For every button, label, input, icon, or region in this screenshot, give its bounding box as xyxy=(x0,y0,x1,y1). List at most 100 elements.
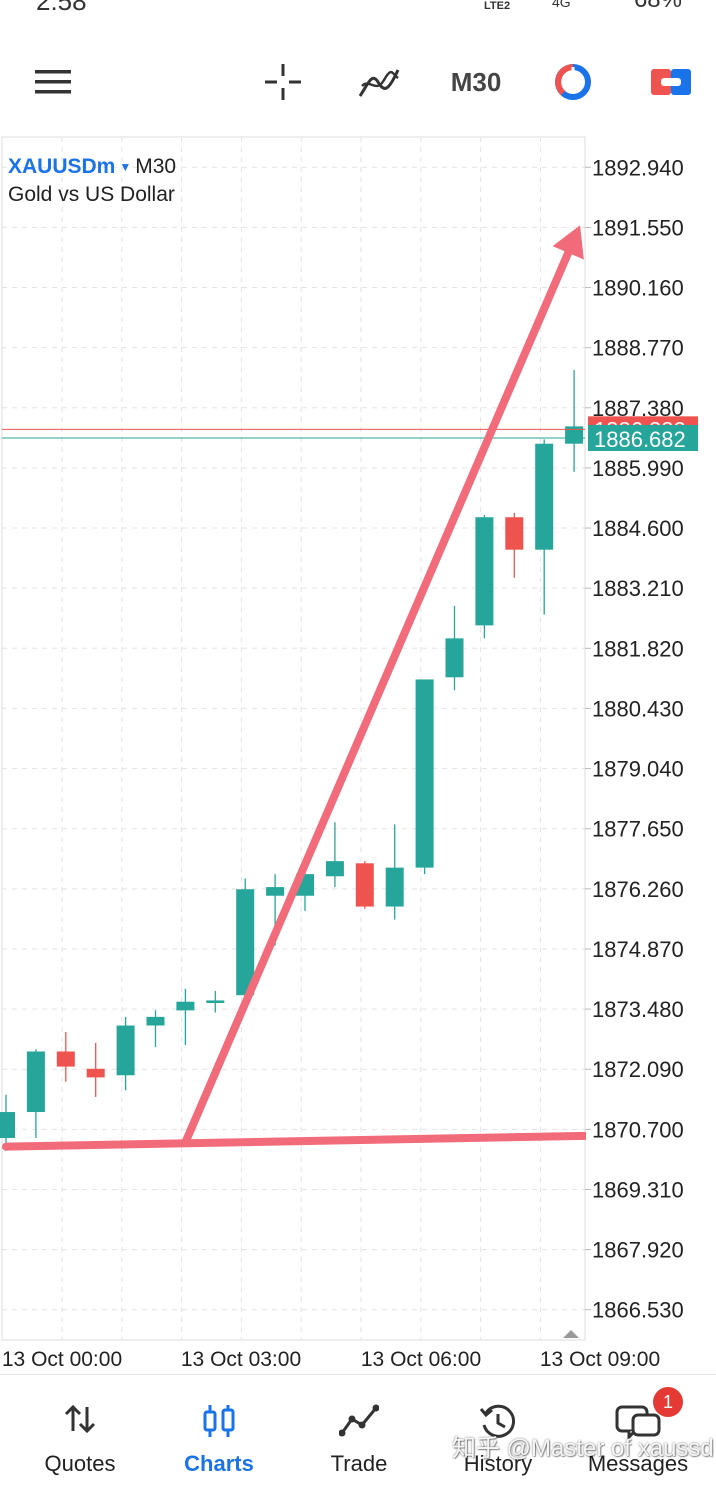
candle xyxy=(86,1042,105,1097)
candle-body xyxy=(385,867,404,907)
price-tick-label: 1883.210 xyxy=(592,576,684,601)
candle xyxy=(236,878,255,998)
scroll-end-icon xyxy=(563,1330,579,1338)
trade-icon xyxy=(339,1404,379,1437)
candle xyxy=(56,1032,75,1082)
chart-type-icon xyxy=(555,64,591,100)
status-time: 2:58 xyxy=(36,0,87,16)
price-tick-label: 1880.430 xyxy=(592,696,684,721)
price-tick-label: 1892.940 xyxy=(592,155,684,180)
trade-toggle-button[interactable] xyxy=(644,40,698,124)
price-chart[interactable]: 1892.9401891.5501890.1601888.7701887.380… xyxy=(0,130,716,1374)
candle xyxy=(415,679,434,875)
messages-badge: 1 xyxy=(653,1387,683,1417)
battery-level: 68% xyxy=(634,0,682,14)
symbol-name[interactable]: XAUUSDm xyxy=(8,155,116,178)
candle xyxy=(325,822,344,888)
candle-body xyxy=(0,1112,15,1138)
candle-body xyxy=(56,1051,75,1067)
price-axis: 1892.9401891.5501890.1601888.7701887.380… xyxy=(585,130,716,1340)
time-tick-label: 13 Oct 09:00 xyxy=(540,1348,660,1371)
quotes-icon xyxy=(64,1404,96,1434)
timeframe-label: M30 xyxy=(450,66,502,97)
candle-body xyxy=(565,426,584,444)
symbol-info[interactable]: XAUUSDm ▼ M30 Gold vs US Dollar xyxy=(8,155,176,207)
price-tick-label: 1881.820 xyxy=(592,636,684,661)
nav-quotes-label: Quotes xyxy=(44,1451,116,1476)
trade-toggle-icon xyxy=(651,69,691,95)
nav-quotes[interactable]: Quotes xyxy=(10,1375,150,1489)
candle-body xyxy=(86,1068,105,1078)
network-4g: 4G xyxy=(552,0,571,10)
time-axis: 13 Oct 00:00 13 Oct 03:00 13 Oct 06:00 13 O… xyxy=(2,1330,660,1371)
candle xyxy=(385,824,404,920)
trend-arrow-shaft xyxy=(181,248,573,1147)
chevron-down-icon[interactable]: ▼ xyxy=(119,160,132,174)
candle xyxy=(206,990,225,1013)
price-tick-label: 1884.600 xyxy=(592,516,684,541)
candle xyxy=(26,1049,45,1138)
candle-body xyxy=(355,863,374,907)
chart-frame xyxy=(1,136,586,1341)
nav-messages-label: Messages xyxy=(587,1451,689,1476)
candle xyxy=(445,605,464,691)
candle-body xyxy=(146,1016,165,1026)
crosshair-button[interactable] xyxy=(258,40,308,124)
candle-body xyxy=(206,1000,225,1004)
nav-trade[interactable]: Trade xyxy=(289,1375,429,1489)
price-tick-label: 1873.480 xyxy=(592,997,684,1022)
candle xyxy=(505,512,524,578)
symbol-description: Gold vs US Dollar xyxy=(8,183,175,206)
time-tick-label: 13 Oct 03:00 xyxy=(181,1348,301,1371)
candle-body xyxy=(475,517,494,626)
candle xyxy=(116,1016,135,1091)
price-tick-label: 1888.770 xyxy=(592,336,684,361)
timeframe-selector[interactable]: M30 xyxy=(444,40,508,124)
bid-price-tag xyxy=(588,424,698,451)
support-line xyxy=(2,1131,591,1151)
candle xyxy=(535,439,554,615)
price-tick-label: 1867.920 xyxy=(592,1238,684,1263)
candle xyxy=(355,861,374,909)
price-tick-label: 1885.990 xyxy=(592,456,684,481)
menu-button[interactable] xyxy=(20,40,86,124)
candle-body xyxy=(415,679,434,868)
price-tick-label: 1890.160 xyxy=(592,276,684,301)
status-bar: 2:58 LTE2 4G 68% xyxy=(0,0,716,22)
price-tick-label: 1869.310 xyxy=(592,1177,684,1202)
price-tick-label: 1874.870 xyxy=(592,937,684,962)
nav-history[interactable]: History xyxy=(428,1375,568,1489)
candle-body xyxy=(176,1001,195,1011)
price-tick-label: 1872.090 xyxy=(592,1057,684,1082)
price-tick-label: 1870.700 xyxy=(592,1117,684,1142)
symbol-timeframe: M30 xyxy=(135,155,177,178)
price-tick-label: 1876.260 xyxy=(592,877,684,902)
price-tick-label: 1877.650 xyxy=(592,817,684,842)
price-tick-label: 1866.530 xyxy=(592,1298,684,1323)
network-type: LTE2 xyxy=(484,0,511,12)
candle-body xyxy=(535,443,554,550)
trend-arrow-head xyxy=(552,225,584,260)
price-axis-bg xyxy=(586,130,716,1340)
price-lines xyxy=(2,428,585,439)
watermark: 知乎 @Master of xaussd xyxy=(452,1435,714,1462)
charts-icon xyxy=(203,1405,235,1437)
chart-type-button[interactable] xyxy=(548,40,598,124)
candle xyxy=(146,1010,165,1048)
candle-body xyxy=(445,638,464,678)
indicators-button[interactable] xyxy=(354,40,404,124)
bid-price-label: 1886.682 xyxy=(594,427,686,452)
messages-icon xyxy=(615,1405,661,1441)
candle xyxy=(475,515,494,639)
candle-body xyxy=(236,889,255,996)
nav-charts-label: Charts xyxy=(184,1451,254,1476)
time-tick-label: 13 Oct 06:00 xyxy=(361,1348,481,1371)
candle-body xyxy=(266,887,285,896)
trend-arrow-drawing[interactable] xyxy=(2,225,591,1151)
nav-charts[interactable]: Charts xyxy=(149,1375,289,1489)
price-tick-label: 1879.040 xyxy=(592,757,684,782)
indicators-icon xyxy=(358,69,400,97)
chart-grid xyxy=(1,136,586,1341)
nav-messages[interactable]: 1 Messages xyxy=(568,1375,708,1489)
time-tick-label: 13 Oct 00:00 xyxy=(2,1348,122,1371)
